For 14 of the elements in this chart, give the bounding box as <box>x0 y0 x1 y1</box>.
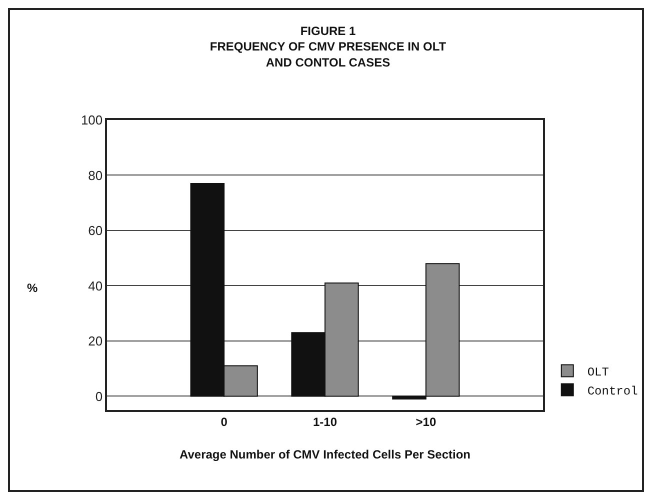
legend-label: OLT <box>587 365 609 380</box>
legend-label: Control <box>587 384 638 398</box>
y-tick-label: 100 <box>80 112 103 128</box>
x-axis-title: Average Number of CMV Infected Cells Per Section <box>180 448 470 462</box>
x-tick-label: >10 <box>416 415 436 430</box>
y-tick-label: 0 <box>95 388 103 404</box>
x-tick-label: 1-10 <box>312 415 338 430</box>
y-tick-label: 40 <box>88 278 103 294</box>
y-axis-title: % <box>27 281 38 295</box>
y-tick-label: 20 <box>88 334 103 348</box>
y-tick-label: 60 <box>88 223 103 238</box>
x-tick-label: 0 <box>220 415 228 430</box>
y-tick-label: 80 <box>88 168 103 183</box>
chart-title: FIGURE 1 FREQUENCY OF CMV PRESENCE IN OLT AND CONTOL CASES <box>210 24 447 70</box>
